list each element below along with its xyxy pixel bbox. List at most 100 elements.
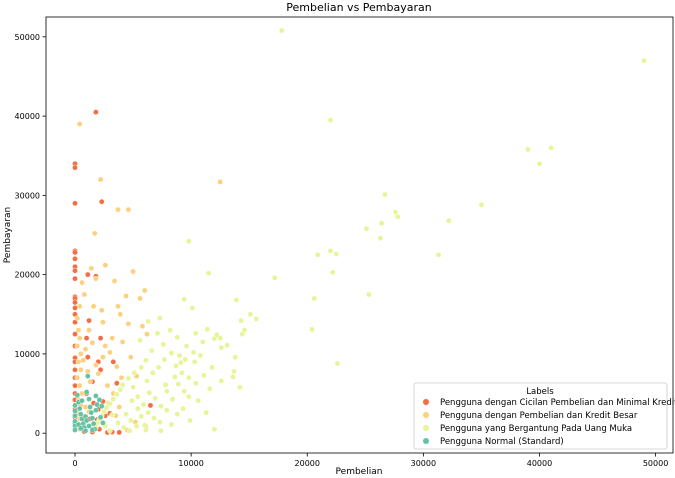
data-point bbox=[190, 349, 197, 356]
data-point bbox=[89, 415, 96, 421]
data-point bbox=[107, 427, 113, 434]
data-point bbox=[138, 413, 144, 420]
data-point bbox=[72, 255, 78, 262]
legend-marker bbox=[422, 424, 430, 432]
data-point bbox=[90, 420, 97, 427]
data-point bbox=[116, 404, 122, 410]
data-point bbox=[201, 372, 207, 379]
data-point bbox=[183, 343, 190, 349]
data-point bbox=[197, 352, 204, 359]
data-point bbox=[125, 320, 132, 327]
data-point bbox=[118, 374, 125, 381]
data-point bbox=[133, 423, 140, 429]
y-axis: 0 10000 20000 30000 40000 50000 bbox=[15, 33, 46, 438]
data-point bbox=[100, 354, 106, 360]
data-point bbox=[102, 343, 108, 349]
data-point bbox=[127, 417, 134, 424]
data-point bbox=[218, 378, 225, 384]
data-point bbox=[191, 358, 198, 365]
data-point bbox=[119, 381, 126, 388]
legend-entry-label: Pengguna Normal (Standard) bbox=[440, 437, 564, 447]
chart-title: Pembelian vs Pembayaran bbox=[286, 1, 431, 14]
data-point bbox=[224, 342, 230, 349]
data-point bbox=[72, 164, 78, 171]
x-tick-label: 20000 bbox=[295, 459, 320, 468]
data-point bbox=[82, 427, 89, 434]
data-point bbox=[82, 346, 89, 353]
data-point bbox=[74, 315, 81, 322]
data-point bbox=[172, 374, 178, 380]
data-point bbox=[143, 427, 149, 433]
data-point bbox=[145, 409, 151, 416]
data-point bbox=[163, 407, 170, 414]
data-point bbox=[168, 421, 175, 428]
data-point bbox=[98, 403, 105, 410]
data-point bbox=[478, 202, 485, 208]
data-point bbox=[111, 278, 118, 284]
data-point bbox=[144, 331, 150, 337]
data-point bbox=[78, 411, 84, 418]
data-point bbox=[85, 368, 91, 375]
data-point bbox=[232, 354, 239, 360]
x-tick-label: 30000 bbox=[411, 459, 436, 468]
data-point bbox=[72, 331, 78, 337]
data-point bbox=[93, 109, 99, 115]
data-point bbox=[143, 357, 149, 364]
data-point bbox=[83, 335, 90, 341]
data-point bbox=[130, 268, 136, 275]
data-point bbox=[309, 326, 315, 333]
data-point bbox=[97, 335, 104, 341]
data-point bbox=[217, 335, 223, 341]
data-point bbox=[72, 408, 78, 414]
data-point bbox=[176, 352, 183, 359]
data-point bbox=[72, 267, 78, 274]
data-point bbox=[181, 296, 187, 303]
data-point bbox=[209, 364, 215, 371]
data-point bbox=[79, 397, 85, 404]
data-point bbox=[110, 358, 117, 365]
data-point bbox=[98, 198, 105, 205]
data-point bbox=[72, 402, 78, 409]
data-point bbox=[314, 251, 321, 258]
data-point bbox=[75, 327, 82, 333]
data-point bbox=[192, 330, 199, 337]
data-point bbox=[83, 389, 90, 395]
data-point bbox=[78, 425, 84, 432]
data-point bbox=[151, 415, 157, 421]
data-point bbox=[392, 209, 399, 215]
x-axis: 0 10000 20000 30000 40000 50000 bbox=[72, 453, 668, 468]
data-point bbox=[253, 316, 260, 322]
data-point bbox=[89, 339, 96, 346]
data-point bbox=[87, 378, 93, 385]
data-point bbox=[548, 144, 554, 151]
legend-entry-label: Pengguna dengan Cicilan Pembelian dan Mi… bbox=[440, 398, 675, 408]
data-point bbox=[93, 275, 99, 282]
data-point bbox=[177, 359, 184, 366]
data-point bbox=[525, 146, 531, 153]
x-tick-label: 10000 bbox=[178, 459, 203, 468]
data-point bbox=[86, 396, 92, 402]
data-point bbox=[329, 269, 336, 276]
data-point bbox=[156, 315, 163, 322]
data-point bbox=[107, 401, 113, 407]
data-point bbox=[138, 364, 144, 371]
data-point bbox=[90, 303, 97, 310]
data-point bbox=[130, 384, 136, 391]
data-point bbox=[446, 217, 452, 224]
y-tick-label: 20000 bbox=[15, 271, 40, 280]
data-point bbox=[211, 426, 218, 433]
data-point bbox=[72, 249, 78, 256]
data-point bbox=[149, 370, 156, 376]
legend-box bbox=[413, 382, 668, 450]
data-point bbox=[211, 335, 218, 342]
data-point bbox=[137, 337, 143, 344]
data-points bbox=[72, 27, 647, 436]
data-point bbox=[163, 388, 170, 395]
y-tick-label: 0 bbox=[35, 429, 40, 438]
data-point bbox=[123, 411, 129, 418]
data-point bbox=[155, 364, 162, 371]
data-point bbox=[114, 363, 120, 370]
data-point bbox=[87, 404, 93, 410]
data-point bbox=[85, 271, 91, 278]
